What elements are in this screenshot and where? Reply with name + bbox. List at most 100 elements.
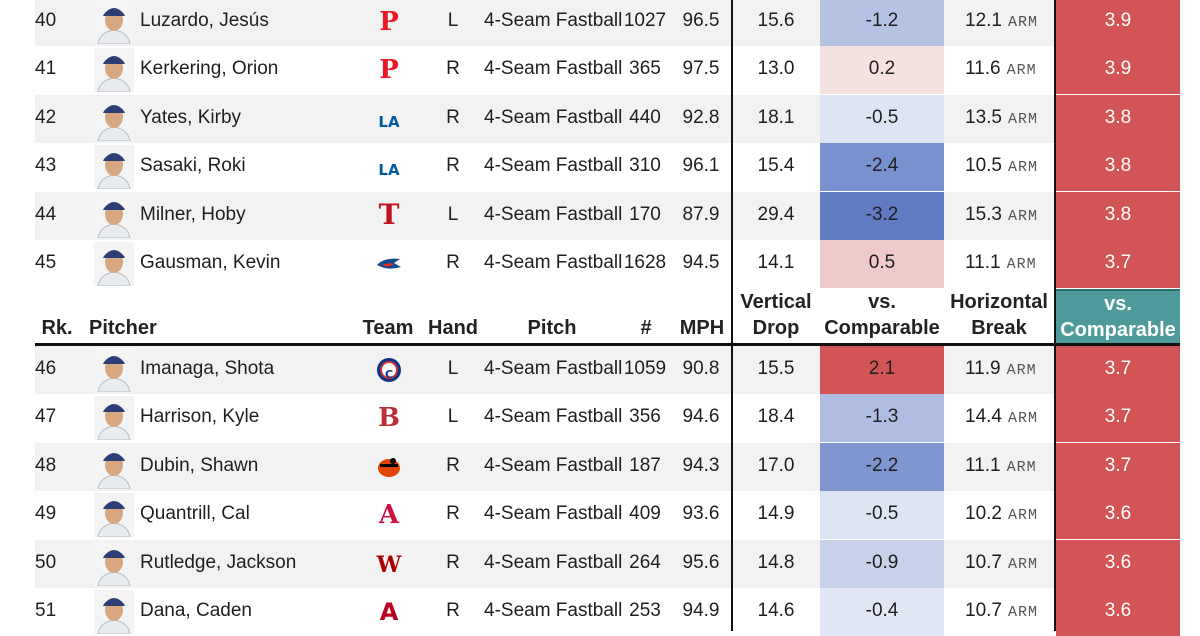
pitcher-name[interactable]: Sasaki, Roki (140, 155, 246, 177)
horizontal-break-value: 12.1 (965, 10, 1002, 31)
player-headshot (94, 493, 134, 538)
vertical-vs-comparable-cell: -0.4 (820, 588, 944, 636)
pitcher-name[interactable]: Kerkering, Orion (140, 58, 279, 80)
header-pitch[interactable]: Pitch (527, 317, 577, 339)
header-vcmp-line1: vs. (868, 291, 896, 313)
header-pitcher[interactable]: Pitcher (89, 317, 157, 339)
vertical-vs-comparable-cell: 0.5 (820, 240, 944, 288)
vertical-drop-cell: 14.9 (757, 503, 795, 525)
horizontal-vs-comparable-cell: 3.7 (1056, 442, 1180, 491)
vertical-vs-comparable-cell: -1.2 (820, 0, 944, 46)
pitch-type-cell: 4-Seam Fastball (484, 600, 623, 621)
rank-cell: 41 (35, 58, 57, 80)
row-background (35, 539, 1180, 588)
pitch-count-cell: 1027 (623, 10, 667, 31)
rank-cell: 45 (35, 252, 57, 273)
horizontal-break-cell: 13.5 ARM (952, 95, 1050, 143)
header-horizontal-break[interactable]: Horizontal Break (946, 289, 1052, 341)
pitcher-name[interactable]: Harrison, Kyle (140, 406, 260, 428)
horizontal-break-cell: 11.6 ARM (952, 46, 1050, 94)
header-vertical-drop[interactable]: Vertical Drop (734, 289, 818, 341)
header-rank[interactable]: Rk. (41, 317, 73, 339)
pitch-type-cell: 4-Seam Fastball (484, 106, 623, 128)
vertical-drop-cell: 17.0 (757, 454, 795, 476)
blue-jays-logo (362, 240, 414, 288)
hand-cell: L (447, 10, 459, 31)
horizontal-break-value: 11.1 (965, 252, 1001, 273)
header-team[interactable]: Team (362, 317, 414, 339)
table-row[interactable]: 44 Milner, Hoby T L 4-Seam Fastball 170 87.9 29… (0, 191, 1200, 240)
pitcher-name[interactable]: Dana, Caden (140, 600, 252, 621)
pitch-count-cell: 365 (629, 58, 661, 80)
horizontal-break-unit: ARM (1007, 110, 1038, 128)
table-row[interactable]: 51 Dana, Caden A R 4-Seam Fastball 253 94.9 14.… (0, 588, 1200, 636)
horizontal-break-value: 10.5 (965, 155, 1002, 177)
pitcher-name[interactable]: Quantrill, Cal (140, 503, 250, 525)
pitcher-name[interactable]: Rutledge, Jackson (140, 551, 297, 573)
pitch-type-cell: 4-Seam Fastball (484, 406, 623, 428)
svg-text:A: A (378, 500, 400, 530)
row-background (35, 346, 1180, 394)
pitcher-name[interactable]: Imanaga, Shota (140, 358, 275, 379)
table-row[interactable]: 42 Yates, Kirby LA R 4-Seam Fastball 440 92.8 1… (0, 94, 1200, 143)
vertical-drop-cell: 18.4 (757, 406, 795, 428)
pitch-type-cell: 4-Seam Fastball (484, 203, 623, 225)
pitch-type-cell: 4-Seam Fastball (484, 551, 623, 573)
dodgers-logo: LA (362, 143, 414, 191)
horizontal-break-cell: 15.3 ARM (952, 192, 1050, 240)
velocity-cell: 96.5 (682, 10, 720, 31)
table-row[interactable]: 40 Luzardo, Jesús P L 4-Seam Fastball 1027 96.… (0, 0, 1200, 46)
angels-logo: A (362, 588, 414, 636)
pitcher-name[interactable]: Luzardo, Jesús (140, 10, 269, 31)
vertical-vs-comparable-cell: -0.9 (820, 539, 944, 588)
player-headshot (94, 96, 134, 141)
header-horizontal-vs-comparable[interactable]: vs. Comparable (1056, 289, 1180, 343)
vertical-vs-comparable-cell: 0.2 (820, 46, 944, 95)
table-row[interactable]: 49 Quantrill, Cal A R 4-Seam Fastball 409 93.6… (0, 491, 1200, 540)
header-count[interactable]: # (640, 317, 652, 339)
pitch-type-cell: 4-Seam Fastball (484, 358, 623, 379)
table-row[interactable]: 48 Dubin, Shawn R 4-Seam Fastball 187 94.3 17.… (0, 442, 1200, 491)
horizontal-break-unit: ARM (1007, 207, 1038, 225)
hand-cell: R (446, 58, 460, 80)
horizontal-vs-comparable-cell: 3.7 (1056, 346, 1180, 394)
table-row[interactable]: 45 Gausman, Kevin R 4-Seam Fastball 1628 94.5… (0, 240, 1200, 288)
svg-text:W: W (376, 552, 402, 578)
rank-cell: 40 (35, 10, 57, 31)
divider-vertical-right (1054, 0, 1056, 631)
hand-cell: R (446, 600, 460, 621)
phillies-logo: P (362, 0, 414, 46)
header-vertical-vs-comparable[interactable]: vs. Comparable (820, 289, 944, 341)
header-mph[interactable]: MPH (679, 317, 725, 339)
horizontal-break-value: 10.7 (965, 551, 1002, 573)
pitcher-name[interactable]: Dubin, Shawn (140, 454, 259, 476)
pitch-count-cell: 1628 (623, 252, 667, 273)
horizontal-break-cell: 14.4 ARM (952, 394, 1050, 442)
velocity-cell: 90.8 (682, 358, 720, 379)
rank-cell: 50 (35, 551, 57, 573)
rank-cell: 48 (35, 454, 57, 476)
table-row[interactable]: 43 Sasaki, Roki LA R 4-Seam Fastball 310 96.1 1… (0, 143, 1200, 192)
table-row[interactable]: 46 Imanaga, Shota C L 4-Seam Fastball 1059 90.… (0, 346, 1200, 394)
svg-text:LA: LA (378, 161, 400, 179)
velocity-cell: 87.9 (682, 203, 720, 225)
phillies-logo: P (362, 46, 414, 94)
header-hand[interactable]: Hand (428, 317, 478, 339)
player-headshot (94, 242, 134, 286)
hand-cell: R (446, 454, 460, 476)
header-hbrk-line1: Horizontal (950, 291, 1048, 313)
pitch-count-cell: 187 (629, 454, 661, 476)
pitch-type-cell: 4-Seam Fastball (484, 454, 623, 476)
table-row[interactable]: 41 Kerkering, Orion P R 4-Seam Fastball 365 97… (0, 46, 1200, 95)
table-row[interactable]: 47 Harrison, Kyle B L 4-Seam Fastball 356 94.6… (0, 394, 1200, 443)
horizontal-break-unit: ARM (1007, 159, 1038, 177)
table-row[interactable]: 50 Rutledge, Jackson W R 4-Seam Fastball 264 9… (0, 539, 1200, 588)
hand-cell: R (446, 551, 460, 573)
pitcher-name[interactable]: Gausman, Kevin (140, 252, 281, 273)
rank-cell: 44 (35, 203, 57, 225)
pitch-type-cell: 4-Seam Fastball (484, 503, 623, 525)
pitcher-name[interactable]: Yates, Kirby (140, 106, 242, 128)
pitcher-name[interactable]: Milner, Hoby (140, 203, 246, 225)
vertical-vs-comparable-cell: -3.2 (820, 191, 944, 240)
